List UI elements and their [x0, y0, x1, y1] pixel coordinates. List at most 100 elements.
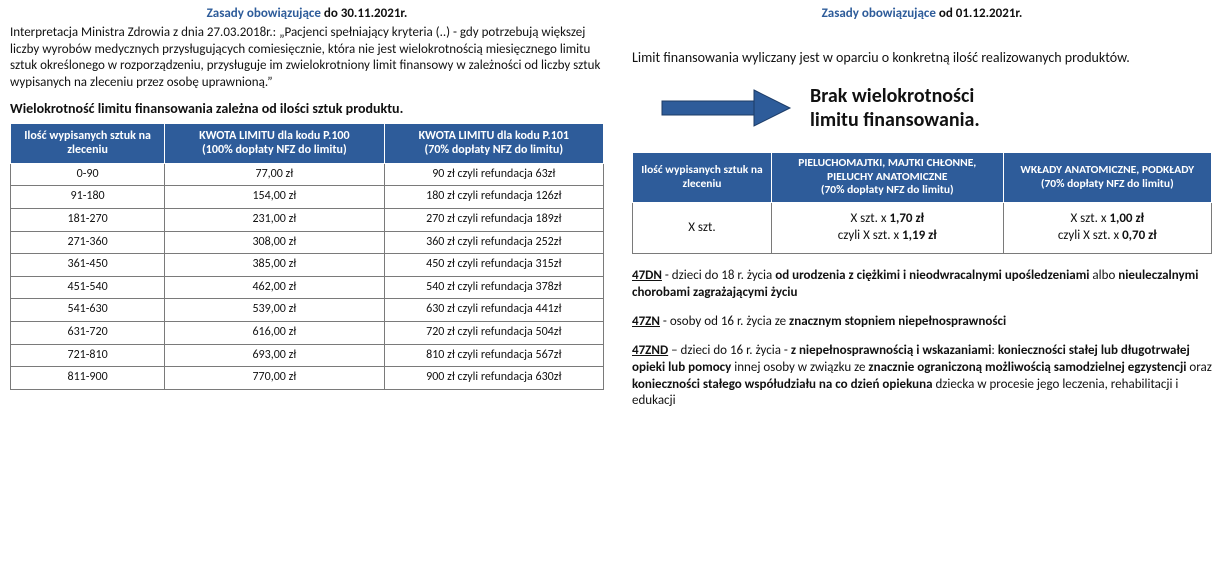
right-table-row: X szt. X szt. x 1,70 zł czyli X szt. x 1…	[633, 203, 1212, 254]
def-47znd-b1: z niepełnosprawnością i wskazaniami	[791, 343, 992, 358]
table-cell: 0-90	[11, 163, 165, 186]
table-cell: 693,00 zł	[165, 344, 384, 367]
right-title-blue: Zasady obowiązujące	[822, 6, 939, 21]
right-td-col2: X szt. x 1,70 zł czyli X szt. x 1,19 zł	[771, 203, 1003, 254]
right-intro: Limit finansowania wyliczany jest w opar…	[632, 49, 1212, 68]
left-title: Zasady obowiązujące do 30.11.2021r.	[10, 6, 604, 21]
left-subheading: Wielokrotność limitu finansowania zależn…	[10, 100, 604, 118]
c3b2: 0,70 zł	[1122, 228, 1157, 243]
table-row: 361-450385,00 zł450 zł czyli refundacja …	[11, 254, 604, 277]
def-47znd-b4: konieczności stałego współudziału na co …	[632, 377, 933, 392]
c3b1: 1,00 zł	[1109, 211, 1144, 226]
def-47zn: 47ZN - osoby od 16 r. życia ze znacznym …	[632, 314, 1212, 331]
table-cell: 540 zł czyli refundacja 378zł	[384, 276, 603, 299]
left-th-1: Ilość wypisanych sztuk na zleceniu	[11, 124, 165, 164]
right-th-3: WKŁADY ANATOMICZNE, PODKŁADY(70% dopłaty…	[1003, 152, 1211, 202]
right-th-1: Ilość wypisanych sztuk na zleceniu	[633, 152, 772, 202]
left-table-head-row: Ilość wypisanych sztuk na zleceniu KWOTA…	[11, 124, 604, 164]
table-row: 721-810693,00 zł810 zł czyli refundacja …	[11, 344, 604, 367]
left-table: Ilość wypisanych sztuk na zleceniu KWOTA…	[10, 123, 604, 390]
def-47zn-a: - osoby od 16 r. życia ze	[660, 314, 789, 329]
def-47zn-code: 47ZN	[632, 314, 660, 329]
def-47dn: 47DN - dzieci do 18 r. życia od urodzeni…	[632, 268, 1212, 302]
def-47znd-m3: oraz	[1186, 360, 1211, 375]
right-table-head-row: Ilość wypisanych sztuk na zleceniu PIELU…	[633, 152, 1212, 202]
left-interpretation: Interpretacja Ministra Zdrowia z dnia 27…	[10, 25, 604, 92]
table-cell: 616,00 zł	[165, 321, 384, 344]
def-47znd-a: – dzieci do 16 r. życia -	[668, 343, 791, 358]
table-cell: 539,00 zł	[165, 299, 384, 322]
table-cell: 770,00 zł	[165, 367, 384, 390]
table-cell: 811-900	[11, 367, 165, 390]
def-47znd-b3: znacznie ograniczoną możliwością samodzi…	[868, 360, 1186, 375]
c2l1: X szt. x	[850, 211, 889, 226]
def-47dn-mid: albo	[1089, 268, 1118, 283]
table-cell: 154,00 zł	[165, 186, 384, 209]
arrow-right-icon	[660, 88, 792, 128]
table-row: 631-720616,00 zł720 zł czyli refundacja …	[11, 321, 604, 344]
table-row: 271-360308,00 zł360 zł czyli refundacja …	[11, 231, 604, 254]
table-cell: 721-810	[11, 344, 165, 367]
table-cell: 361-450	[11, 254, 165, 277]
def-47dn-a: - dzieci do 18 r. życia	[662, 268, 775, 283]
def-47zn-b: znacznym stopniem niepełnosprawności	[789, 314, 1006, 329]
table-row: 91-180154,00 zł180 zł czyli refundacja 1…	[11, 186, 604, 209]
column-left: Zasady obowiązujące do 30.11.2021r. Inte…	[10, 6, 604, 390]
right-td-qty: X szt.	[633, 203, 772, 254]
table-cell: 90 zł czyli refundacja 63zł	[384, 163, 603, 186]
left-th-3: KWOTA LIMITU dla kodu P.101(70% dopłaty …	[384, 124, 603, 164]
table-cell: 720 zł czyli refundacja 504zł	[384, 321, 603, 344]
def-47znd: 47ZND – dzieci do 16 r. życia - z niepeł…	[632, 343, 1212, 411]
def-47dn-code: 47DN	[632, 268, 662, 283]
table-cell: 181-270	[11, 208, 165, 231]
def-47dn-b1: od urodzenia z ciężkimi i nieodwracalnym…	[775, 268, 1089, 283]
table-cell: 462,00 zł	[165, 276, 384, 299]
arrow-row: Brak wielokrotności limitu finansowania.	[660, 84, 1212, 132]
left-title-black: do 30.11.2021r.	[324, 6, 408, 21]
left-th-2: KWOTA LIMITU dla kodu P.100(100% dopłaty…	[165, 124, 384, 164]
def-47znd-m2: innej osoby w związku ze	[731, 360, 868, 375]
table-row: 181-270231,00 zł270 zł czyli refundacja …	[11, 208, 604, 231]
table-cell: 810 zł czyli refundacja 567zł	[384, 344, 603, 367]
right-table: Ilość wypisanych sztuk na zleceniu PIELU…	[632, 152, 1212, 254]
right-table-head: Ilość wypisanych sztuk na zleceniu PIELU…	[633, 152, 1212, 202]
table-row: 0-9077,00 zł90 zł czyli refundacja 63zł	[11, 163, 604, 186]
def-47znd-code: 47ZND	[632, 343, 668, 358]
right-callout: Brak wielokrotności limitu finansowania.	[810, 84, 980, 132]
table-cell: 630 zł czyli refundacja 441zł	[384, 299, 603, 322]
left-table-head: Ilość wypisanych sztuk na zleceniu KWOTA…	[11, 124, 604, 164]
c2l2: czyli X szt. x	[838, 228, 902, 243]
table-cell: 631-720	[11, 321, 165, 344]
definitions: 47DN - dzieci do 18 r. życia od urodzeni…	[632, 268, 1212, 410]
table-cell: 270 zł czyli refundacja 189zł	[384, 208, 603, 231]
table-cell: 271-360	[11, 231, 165, 254]
table-cell: 450 zł czyli refundacja 315zł	[384, 254, 603, 277]
table-cell: 541-630	[11, 299, 165, 322]
table-cell: 77,00 zł	[165, 163, 384, 186]
table-row: 811-900770,00 zł900 zł czyli refundacja …	[11, 367, 604, 390]
c3l2: czyli X szt. x	[1058, 228, 1122, 243]
table-cell: 308,00 zł	[165, 231, 384, 254]
c3l1: X szt. x	[1070, 211, 1109, 226]
table-cell: 231,00 zł	[165, 208, 384, 231]
right-th-2: PIELUCHOMAJTKI, MAJTKI CHŁONNE, PIELUCHY…	[771, 152, 1003, 202]
table-cell: 900 zł czyli refundacja 630zł	[384, 367, 603, 390]
callout-line2: limitu finansowania.	[810, 108, 980, 132]
right-td-col3: X szt. x 1,00 zł czyli X szt. x 0,70 zł	[1003, 203, 1211, 254]
right-title-black: od 01.12.2021r.	[939, 6, 1023, 21]
callout-line1: Brak wielokrotności	[810, 84, 974, 108]
table-row: 541-630539,00 zł630 zł czyli refundacja …	[11, 299, 604, 322]
c2b2: 1,19 zł	[902, 228, 937, 243]
table-row: 451-540462,00 zł540 zł czyli refundacja …	[11, 276, 604, 299]
table-cell: 91-180	[11, 186, 165, 209]
table-cell: 451-540	[11, 276, 165, 299]
right-table-body: X szt. X szt. x 1,70 zł czyli X szt. x 1…	[633, 203, 1212, 254]
left-table-body: 0-9077,00 zł90 zł czyli refundacja 63zł9…	[11, 163, 604, 389]
table-cell: 360 zł czyli refundacja 252zł	[384, 231, 603, 254]
table-cell: 385,00 zł	[165, 254, 384, 277]
right-title: Zasady obowiązujące od 01.12.2021r.	[632, 6, 1212, 21]
c2b1: 1,70 zł	[889, 211, 924, 226]
table-cell: 180 zł czyli refundacja 126zł	[384, 186, 603, 209]
column-right: Zasady obowiązujące od 01.12.2021r. Limi…	[632, 6, 1212, 422]
left-title-blue: Zasady obowiązujące	[207, 6, 324, 21]
